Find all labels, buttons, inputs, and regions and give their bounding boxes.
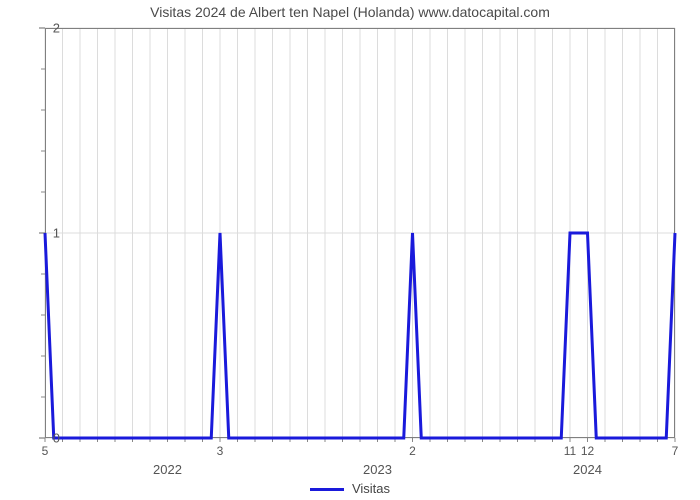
x-major-label: 2022 [153, 462, 182, 477]
x-minor-label: 2 [409, 444, 416, 458]
x-major-label: 2023 [363, 462, 392, 477]
legend-swatch [310, 488, 344, 491]
y-tick-label: 1 [53, 226, 60, 241]
x-minor-label: 7 [672, 444, 679, 458]
chart-svg [45, 28, 675, 438]
x-minor-label: 12 [581, 444, 594, 458]
x-minor-label: 5 [42, 444, 49, 458]
y-tick-label: 2 [53, 21, 60, 36]
plot-area [45, 28, 675, 438]
legend: Visitas [0, 481, 700, 496]
legend-label: Visitas [352, 481, 390, 496]
y-tick-label: 0 [53, 431, 60, 446]
chart-title: Visitas 2024 de Albert ten Napel (Holand… [0, 4, 700, 20]
x-minor-label: 11 [564, 444, 576, 458]
x-minor-label: 3 [217, 444, 224, 458]
x-major-label: 2024 [573, 462, 602, 477]
